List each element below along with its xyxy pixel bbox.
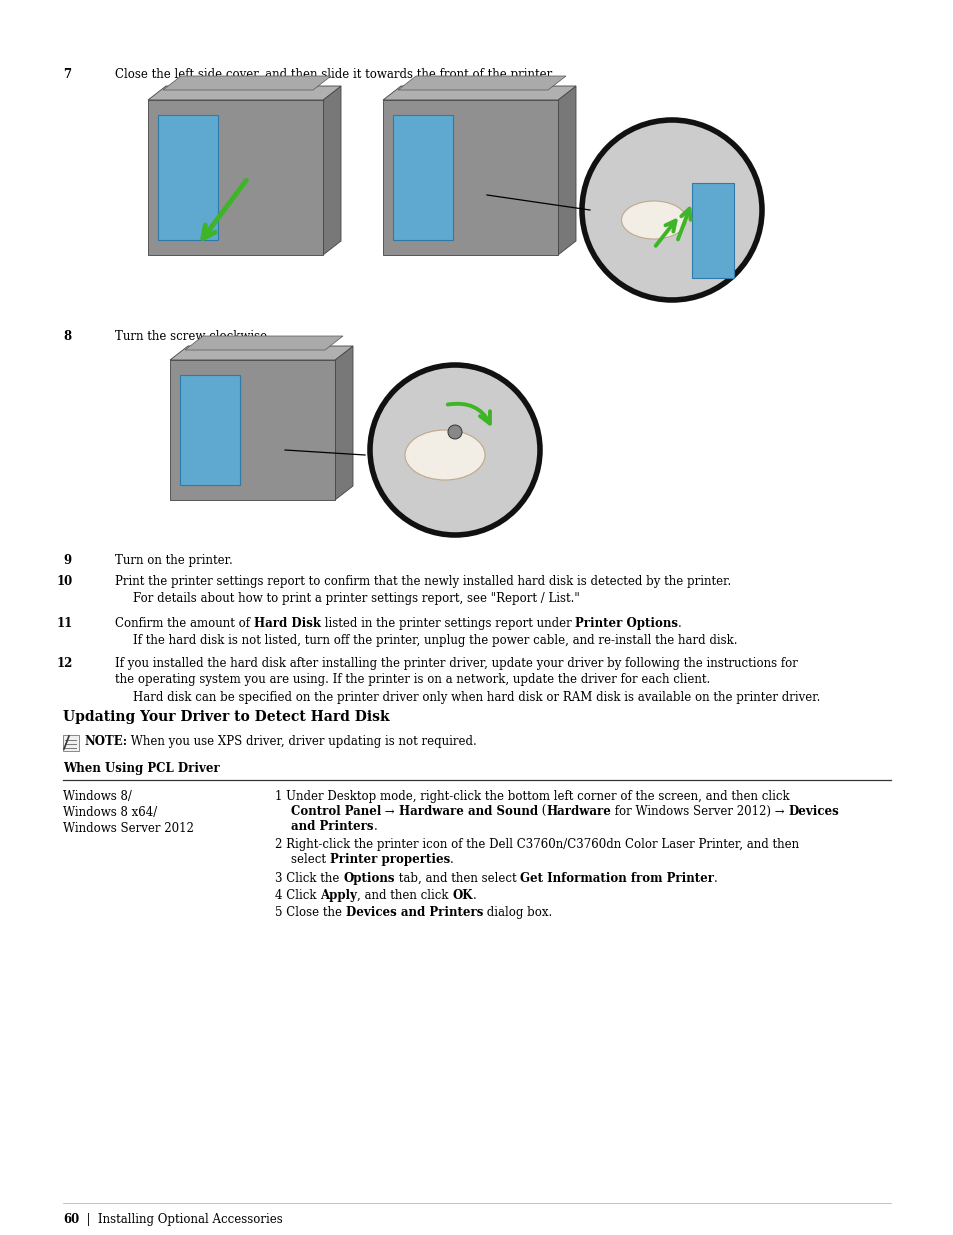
Polygon shape — [185, 336, 343, 350]
Text: 8: 8 — [63, 330, 71, 343]
Text: (: ( — [537, 805, 545, 818]
Text: Updating Your Driver to Detect Hard Disk: Updating Your Driver to Detect Hard Disk — [63, 710, 389, 724]
Text: .: . — [450, 853, 454, 866]
Text: Confirm the amount of: Confirm the amount of — [115, 618, 253, 630]
Text: .: . — [678, 618, 681, 630]
Text: Hard Disk: Hard Disk — [253, 618, 320, 630]
Bar — [691, 183, 733, 278]
Polygon shape — [382, 100, 558, 254]
Polygon shape — [323, 86, 340, 254]
Text: 3 Click the: 3 Click the — [274, 872, 343, 885]
Text: When you use XPS driver, driver updating is not required.: When you use XPS driver, driver updating… — [127, 735, 476, 748]
Text: When Using PCL Driver: When Using PCL Driver — [63, 762, 219, 776]
Polygon shape — [148, 86, 340, 100]
Polygon shape — [558, 86, 576, 254]
Text: →: → — [381, 805, 398, 818]
Text: Windows Server 2012: Windows Server 2012 — [63, 823, 193, 835]
Text: NOTE:: NOTE: — [84, 735, 127, 748]
Text: Printer Options: Printer Options — [575, 618, 678, 630]
Circle shape — [370, 366, 539, 535]
Text: 9: 9 — [63, 555, 71, 567]
Text: .: . — [374, 820, 376, 832]
Text: , and then click: , and then click — [356, 889, 452, 902]
Text: 4 Click: 4 Click — [274, 889, 320, 902]
Text: Hard disk can be specified on the printer driver only when hard disk or RAM disk: Hard disk can be specified on the printe… — [132, 692, 820, 704]
Text: Hardware: Hardware — [545, 805, 610, 818]
Text: tab, and then select: tab, and then select — [395, 872, 519, 885]
Polygon shape — [148, 100, 323, 254]
Text: .: . — [473, 889, 476, 902]
Text: 2 Right-click the printer icon of the Dell C3760n/C3760dn Color Laser Printer, a: 2 Right-click the printer icon of the De… — [274, 839, 799, 851]
Text: If you installed the hard disk after installing the printer driver, update your : If you installed the hard disk after ins… — [115, 657, 797, 671]
Text: Devices and Printers: Devices and Printers — [345, 906, 482, 919]
Bar — [393, 115, 453, 240]
Text: Turn on the printer.: Turn on the printer. — [115, 555, 233, 567]
Polygon shape — [397, 77, 565, 90]
Text: Get Information from Printer: Get Information from Printer — [519, 872, 713, 885]
Text: for Windows Server 2012) →: for Windows Server 2012) → — [610, 805, 787, 818]
Text: |  Installing Optional Accessories: | Installing Optional Accessories — [79, 1213, 283, 1226]
Bar — [158, 115, 218, 240]
Text: .: . — [713, 872, 717, 885]
Text: Devices: Devices — [787, 805, 839, 818]
Text: 12: 12 — [57, 657, 73, 671]
Polygon shape — [170, 346, 353, 359]
Circle shape — [581, 120, 761, 300]
Bar — [63, 735, 79, 751]
Text: Hardware and Sound: Hardware and Sound — [398, 805, 537, 818]
Polygon shape — [170, 359, 335, 500]
Text: Close the left side cover, and then slide it towards the front of the printer.: Close the left side cover, and then slid… — [115, 68, 554, 82]
Text: OK: OK — [452, 889, 473, 902]
Text: 1 Under Desktop mode, right-click the bottom left corner of the screen, and then: 1 Under Desktop mode, right-click the bo… — [274, 790, 789, 803]
Text: Windows 8/: Windows 8/ — [63, 790, 132, 803]
Text: Turn the screw clockwise.: Turn the screw clockwise. — [115, 330, 271, 343]
Text: Windows 8 x64/: Windows 8 x64/ — [63, 806, 157, 819]
Text: listed in the printer settings report under: listed in the printer settings report un… — [320, 618, 575, 630]
Text: 7: 7 — [63, 68, 71, 82]
Text: select: select — [291, 853, 330, 866]
Polygon shape — [163, 77, 331, 90]
Circle shape — [448, 425, 461, 438]
Text: Control Panel: Control Panel — [291, 805, 381, 818]
Text: If the hard disk is not listed, turn off the printer, unplug the power cable, an: If the hard disk is not listed, turn off… — [132, 634, 737, 647]
Text: 11: 11 — [57, 618, 73, 630]
Bar — [180, 375, 240, 485]
Text: Printer properties: Printer properties — [330, 853, 450, 866]
Text: Options: Options — [343, 872, 395, 885]
Text: the operating system you are using. If the printer is on a network, update the d: the operating system you are using. If t… — [115, 673, 709, 685]
Text: and Printers: and Printers — [291, 820, 374, 832]
Polygon shape — [335, 346, 353, 500]
Text: Print the printer settings report to confirm that the newly installed hard disk : Print the printer settings report to con… — [115, 576, 731, 588]
Text: 5 Close the: 5 Close the — [274, 906, 345, 919]
Ellipse shape — [405, 430, 484, 480]
Polygon shape — [382, 86, 576, 100]
Text: Apply: Apply — [320, 889, 356, 902]
Ellipse shape — [620, 201, 686, 240]
Text: 10: 10 — [57, 576, 73, 588]
Text: 60: 60 — [63, 1213, 79, 1226]
Text: For details about how to print a printer settings report, see "Report / List.": For details about how to print a printer… — [132, 592, 579, 605]
Text: dialog box.: dialog box. — [482, 906, 552, 919]
